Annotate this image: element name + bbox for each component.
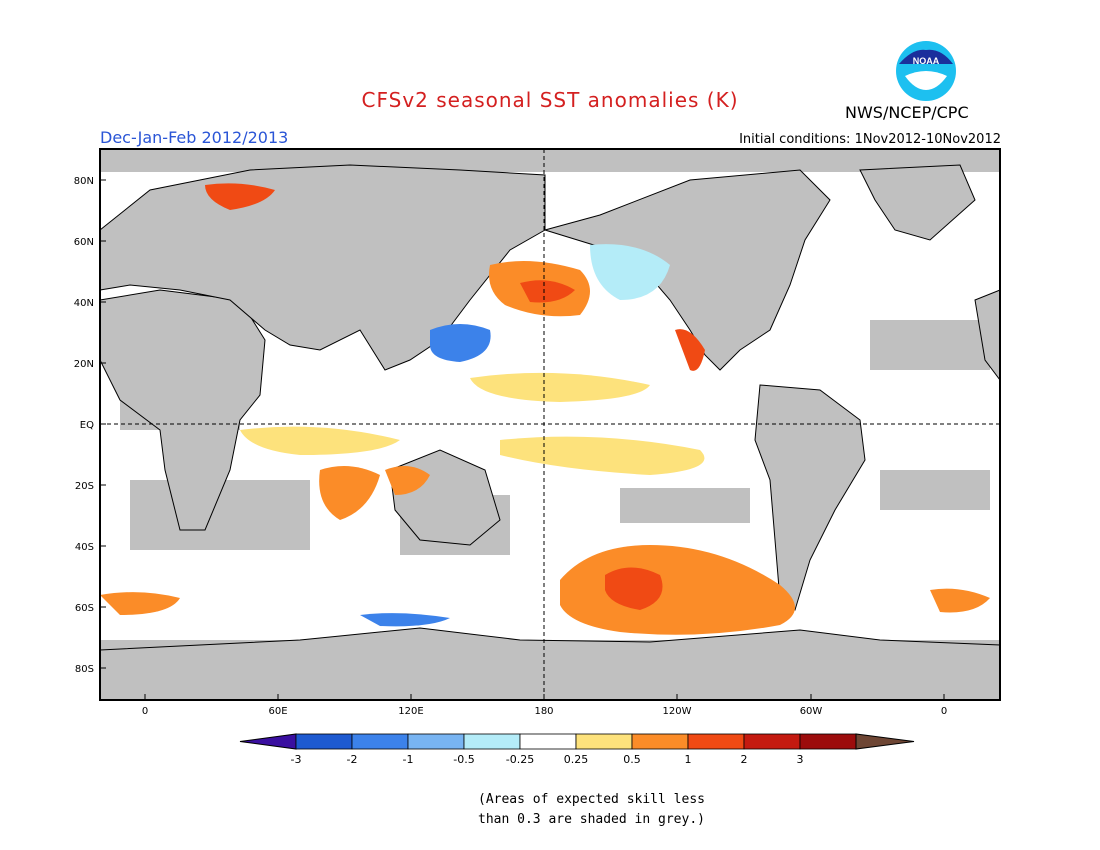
forecast-period: Dec-Jan-Feb 2012/2013	[100, 128, 289, 147]
colorbar-low-arrow	[239, 733, 297, 750]
footnote-line-2: than 0.3 are shaded in grey.)	[478, 812, 705, 827]
colorbar-segment	[743, 733, 801, 750]
colorbar-tick-label: 0.5	[623, 753, 641, 766]
map-title: CFSv2 seasonal SST anomalies (K)	[361, 88, 739, 112]
warm-anomaly-indian-ocean	[319, 466, 380, 520]
colorbar-tick-label: -0.25	[506, 753, 534, 766]
colorbar-segment	[407, 733, 465, 750]
strong-warm-north-pacific	[520, 280, 575, 303]
lat-label: 40S	[75, 542, 94, 553]
colorbar-segment	[351, 733, 409, 750]
noaa-logo: NOAA	[896, 41, 956, 101]
mild-warm-indian-ocean	[240, 426, 400, 455]
lon-label: 60E	[268, 706, 287, 717]
colorbar-tick-label: -2	[347, 753, 358, 766]
strong-warm-south-pacific	[605, 567, 663, 610]
lon-label: 0	[941, 706, 947, 717]
lat-label: 60N	[74, 237, 94, 248]
colorbar-tick-label: 1	[685, 753, 692, 766]
lat-label: 40N	[74, 298, 94, 309]
warm-anomaly-west-coast-na	[675, 329, 705, 371]
lon-label: 0	[142, 706, 148, 717]
lat-label: 20S	[75, 481, 94, 492]
warm-anomaly-barents	[205, 183, 275, 210]
eurasia	[99, 164, 546, 371]
colorbar-segment	[799, 733, 857, 750]
colorbar-tick-label: -1	[403, 753, 414, 766]
lat-label: 80S	[75, 664, 94, 675]
cool-anomaly-ross-sea	[360, 613, 450, 627]
colorbar-tick-label: -0.5	[453, 753, 474, 766]
anomaly-shading	[100, 183, 990, 635]
footnote: (Areas of expected skill less than 0.3 a…	[478, 790, 705, 830]
lon-label: 60W	[800, 706, 823, 717]
lon-label: 120E	[398, 706, 423, 717]
greenland	[859, 164, 976, 241]
latitude-axis: 80N 60N 40N 20N EQ 20S 40S 60S 80S	[74, 176, 106, 675]
cool-anomaly-north-pacific	[590, 244, 670, 300]
lat-label: EQ	[80, 420, 94, 431]
colorbar-tick-label: 2	[741, 753, 748, 766]
initial-conditions: Initial conditions: 1Nov2012-10Nov2012	[739, 132, 1001, 147]
colorbar-segment	[463, 733, 521, 750]
lat-label: 80N	[74, 176, 94, 187]
colorbar-segment	[519, 733, 577, 750]
landmasses	[99, 164, 1001, 701]
agency-label: NWS/NCEP/CPC	[845, 103, 969, 122]
colorbar-tick-label: 3	[797, 753, 804, 766]
sst-anomaly-map: 80N 60N 40N 20N EQ 20S 40S 60S 80S 0 60E 120E 180 12…	[74, 148, 1001, 717]
warm-anomaly-south-pacific	[560, 545, 795, 635]
colorbar-tick-label: 0.25	[564, 753, 589, 766]
warm-anomaly-nw-australia	[385, 466, 430, 495]
colorbar-segment	[575, 733, 633, 750]
colorbar-segment	[295, 733, 353, 750]
south-america	[754, 384, 866, 611]
mild-warm-eq-pacific	[470, 372, 650, 402]
noaa-logo-text: NOAA	[913, 56, 940, 66]
lon-label: 180	[534, 706, 553, 717]
warm-anomaly-southern-ocean-w	[100, 592, 180, 615]
longitude-axis: 0 60E 120E 180 120W 60W 0	[142, 694, 947, 717]
colorbar-high-arrow	[855, 733, 915, 750]
colorbar-tick-label: -3	[291, 753, 302, 766]
lat-label: 60S	[75, 603, 94, 614]
warm-anomaly-southern-ocean-e	[930, 588, 990, 613]
lon-label: 120W	[663, 706, 692, 717]
cool-anomaly-west-pacific	[430, 324, 491, 362]
mild-warm-south-eq-pacific	[500, 436, 705, 475]
lat-label: 20N	[74, 359, 94, 370]
footnote-line-1: (Areas of expected skill less	[478, 792, 705, 807]
colorbar-segment	[687, 733, 745, 750]
colorbar-segment	[631, 733, 689, 750]
